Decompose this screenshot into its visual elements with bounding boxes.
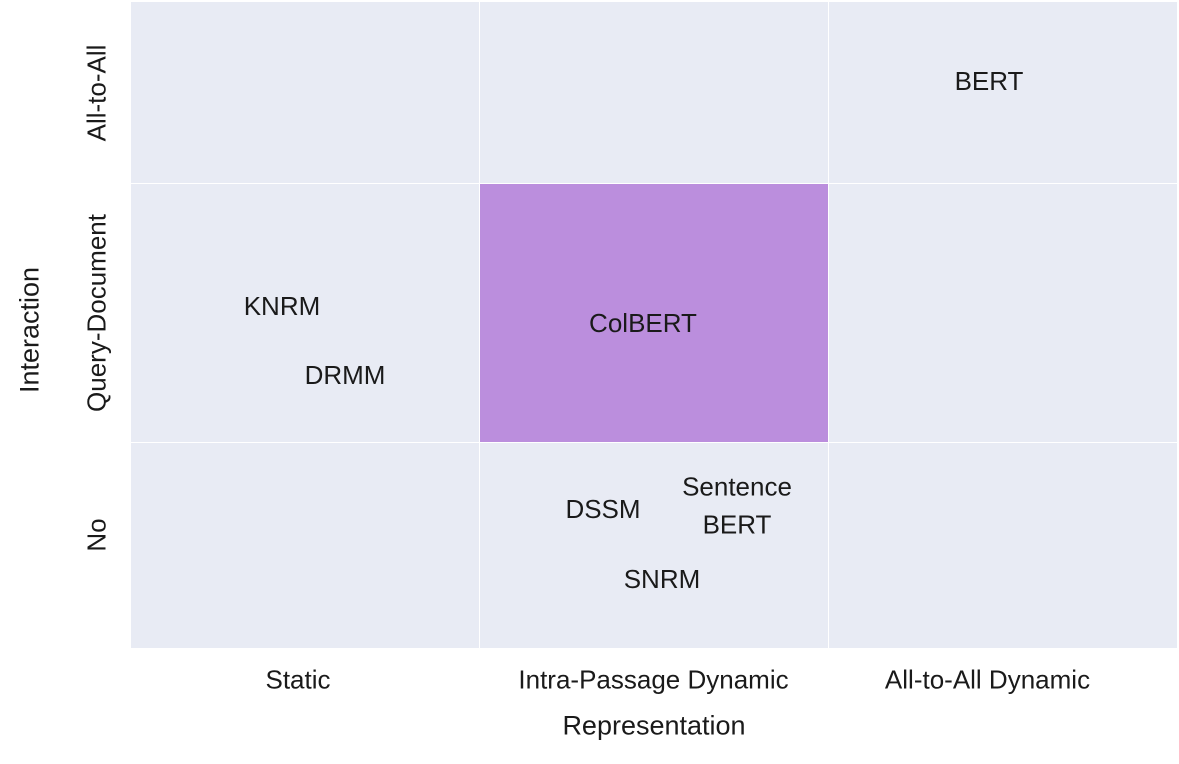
y-axis-title: Interaction — [14, 266, 45, 394]
model-label-line: KNRM — [243, 291, 321, 322]
model-label-line: ColBERT — [589, 308, 697, 339]
x-tick-all-to-all-dynamic: All-to-All Dynamic — [884, 664, 1091, 695]
colbert-highlight-cell — [480, 184, 828, 442]
quadrant-grid — [131, 2, 1177, 648]
y-tick-no: No — [81, 518, 112, 552]
grid-line-vertical-1 — [479, 2, 480, 648]
x-axis-title: Representation — [562, 710, 746, 741]
model-label-line: SNRM — [623, 564, 701, 595]
y-tick-all-to-all: All-to-All — [81, 44, 112, 141]
model-label-bert: BERT — [955, 63, 1024, 101]
y-tick-query-document: Query-Document — [81, 213, 112, 412]
model-label-sentence-bert: Sentence BERT — [682, 468, 792, 543]
grid-line-vertical-2 — [828, 2, 829, 648]
model-label-snrm: SNRM — [624, 561, 701, 599]
x-tick-static: Static — [265, 664, 331, 695]
model-label-dssm: DSSM — [565, 491, 640, 529]
x-tick-intra-passage-dynamic: Intra-Passage Dynamic — [518, 664, 789, 695]
model-label-line: Sentence — [682, 471, 792, 502]
model-label-line: DSSM — [565, 494, 641, 525]
model-label-line: BERT — [954, 66, 1024, 97]
model-label-drmm: DRMM — [305, 357, 386, 395]
model-label-line: BERT — [702, 509, 772, 539]
grid-line-horizontal-1 — [131, 183, 1177, 184]
model-label-knrm: KNRM — [244, 288, 321, 326]
model-label-colbert: ColBERT — [589, 305, 697, 343]
grid-line-horizontal-2 — [131, 442, 1177, 443]
model-label-line: DRMM — [304, 360, 386, 391]
